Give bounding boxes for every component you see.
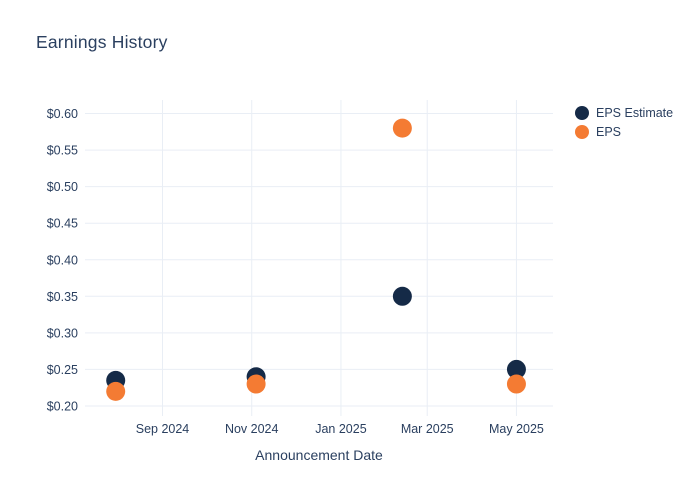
x-tick-label: Jan 2025 xyxy=(315,422,366,436)
x-tick-label: Mar 2025 xyxy=(401,422,454,436)
legend-item-eps[interactable]: EPS xyxy=(575,124,673,140)
data-point-marker[interactable] xyxy=(392,118,412,138)
legend-label-eps: EPS xyxy=(596,125,622,139)
eps-marker-icon xyxy=(575,125,589,139)
data-point-marker[interactable] xyxy=(106,381,126,401)
x-axis-tick-labels: Sep 2024 Nov 2024 Jan 2025 Mar 2025 May 2025 xyxy=(136,422,544,436)
y-tick-label: $0.45 xyxy=(47,217,78,231)
x-tick-label: May 2025 xyxy=(489,422,544,436)
data-point-marker[interactable] xyxy=(392,286,412,306)
y-tick-label: $0.30 xyxy=(47,326,78,340)
series-eps xyxy=(106,118,526,401)
chart-title: Earnings History xyxy=(36,32,168,52)
y-axis-tick-labels: $0.20 $0.25 $0.30 $0.35 $0.40 $0.45 $0.50 $0.55… xyxy=(47,107,78,413)
y-tick-label: $0.55 xyxy=(47,144,78,158)
legend-item-eps-estimate[interactable]: EPS Estimate xyxy=(575,105,673,121)
data-point-marker[interactable] xyxy=(246,374,266,394)
series-eps-estimate xyxy=(106,286,526,390)
y-tick-label: $0.25 xyxy=(47,363,78,377)
y-tick-label: $0.40 xyxy=(47,253,78,267)
y-tick-label: $0.35 xyxy=(47,290,78,304)
y-tick-label: $0.20 xyxy=(47,399,78,413)
gridlines xyxy=(85,100,553,416)
y-tick-label: $0.50 xyxy=(47,180,78,194)
data-point-marker[interactable] xyxy=(506,374,526,394)
eps-estimate-marker-icon xyxy=(575,106,589,120)
legend-label-eps-estimate: EPS Estimate xyxy=(596,106,674,120)
x-tick-label: Sep 2024 xyxy=(136,422,190,436)
x-tick-label: Nov 2024 xyxy=(225,422,279,436)
y-tick-label: $0.60 xyxy=(47,107,78,121)
x-axis-title: Announcement Date xyxy=(255,447,383,463)
legend: EPS Estimate EPS xyxy=(575,105,673,140)
data-point-marker[interactable] xyxy=(506,359,526,379)
